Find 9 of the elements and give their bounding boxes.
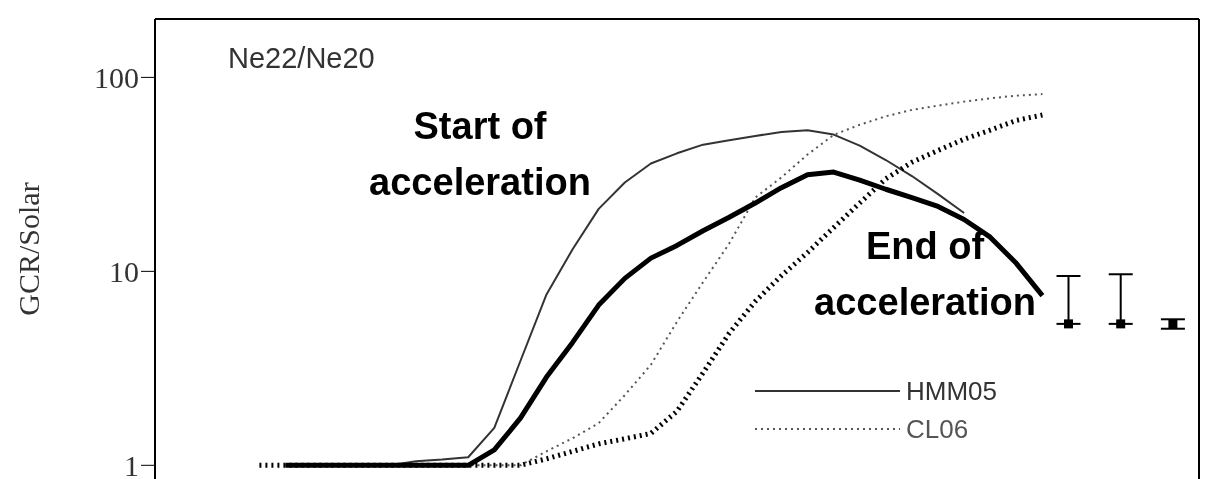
annotation: Start of acceleration — [368, 104, 592, 205]
y-tick-label: 100 — [94, 61, 139, 95]
annotation: End of acceleration — [813, 224, 1037, 325]
y-axis-title: GCR/Solar — [11, 182, 45, 316]
text: CL06 — [906, 414, 969, 444]
y-tick-label: 1 — [124, 448, 139, 479]
text: HMM05 — [906, 376, 998, 406]
annotation: Ne22/Ne20 — [228, 42, 376, 75]
y-tick-label: 10 — [109, 255, 139, 288]
